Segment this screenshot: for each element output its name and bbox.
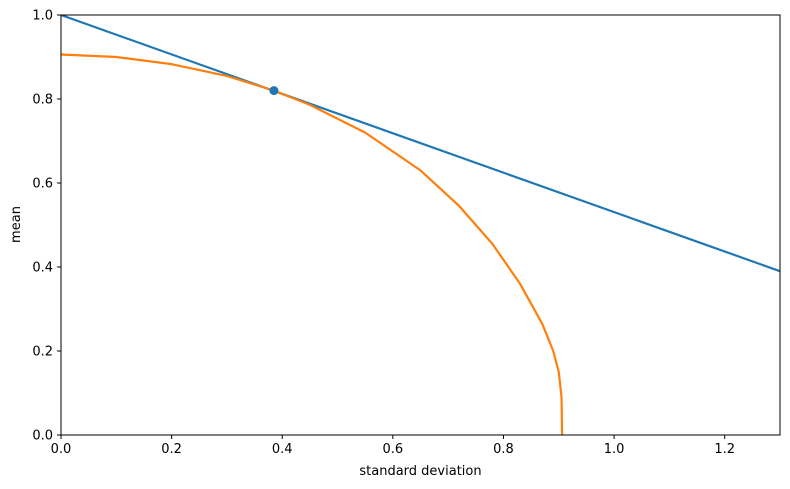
- x-tick-label-3: 0.6: [383, 442, 404, 457]
- x-tick-label-2: 0.4: [272, 442, 293, 457]
- x-tick-label-4: 0.8: [493, 442, 514, 457]
- plot-frame: [60, 14, 781, 436]
- y-tick-label-5: 1.0: [32, 9, 53, 24]
- y-tick-label-0: 0.0: [32, 429, 53, 444]
- x-tick-label-0: 0.0: [51, 442, 72, 457]
- y-tick-label-1: 0.2: [32, 345, 53, 360]
- series-line-1: [61, 53, 564, 435]
- x-axis-label: standard deviation: [359, 464, 481, 479]
- series-line-0: [61, 15, 780, 273]
- x-tick-label-6: 1.2: [714, 442, 735, 457]
- x-tick-label-1: 0.2: [161, 442, 182, 457]
- y-tick-label-3: 0.6: [32, 177, 53, 192]
- y-tick-label-2: 0.4: [32, 261, 53, 276]
- y-tick-label-4: 0.8: [32, 93, 53, 108]
- plot-area: [61, 15, 780, 435]
- data-point-0: [269, 86, 279, 96]
- x-tick-label-5: 1.0: [604, 442, 625, 457]
- axes: 0.0 0.2 0.4 0.6 0.8 1.0 1.2 0.0 0.2 0.4 0.6 0.8 1.0: [32, 9, 781, 457]
- y-axis-label: mean: [9, 206, 24, 243]
